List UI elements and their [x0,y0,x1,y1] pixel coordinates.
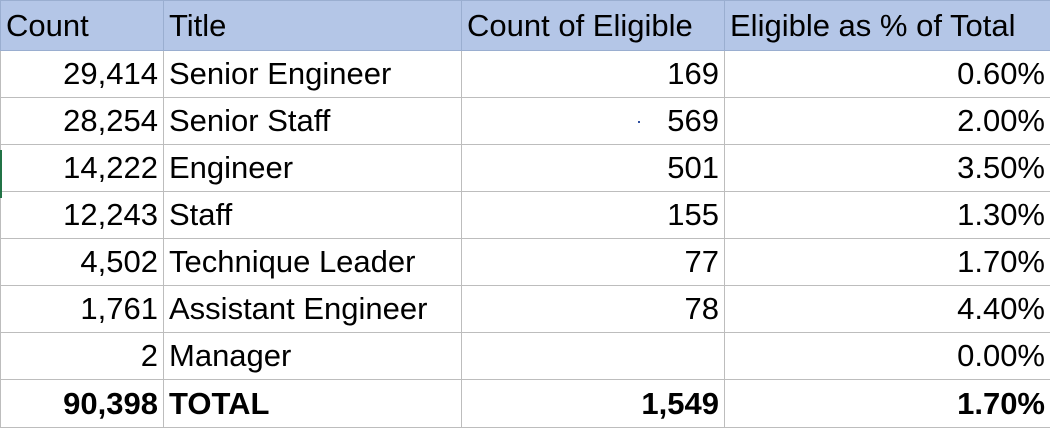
cell-pct[interactable]: 3.50% [724,144,1050,192]
cell-eligible[interactable] [461,332,725,380]
cell-eligible[interactable]: 78 [461,285,725,333]
total-eligible[interactable]: 1,549 [461,379,725,428]
cell-eligible[interactable]: 155 [461,191,725,239]
header-eligible-pct[interactable]: Eligible as % of Total [724,0,1050,51]
table-row: 29,414 Senior Engineer 169 0.60% [0,50,1050,98]
total-count[interactable]: 90,398 [0,379,164,428]
cell-count[interactable]: 29,414 [0,50,164,98]
cell-eligible[interactable]: 77 [461,238,725,286]
cell-pct[interactable]: 0.60% [724,50,1050,98]
header-count-of-eligible[interactable]: Count of Eligible [461,0,725,51]
table-row: 2 Manager 0.00% [0,332,1050,380]
cell-pct[interactable]: 2.00% [724,97,1050,145]
cell-pct[interactable]: 4.40% [724,285,1050,333]
total-title[interactable]: TOTAL [163,379,462,428]
table-row: 12,243 Staff 155 1.30% [0,191,1050,239]
cell-title[interactable]: Senior Engineer [163,50,462,98]
stray-dot-mark [638,121,640,123]
cell-count[interactable]: 4,502 [0,238,164,286]
cell-pct[interactable]: 1.70% [724,238,1050,286]
cell-pct[interactable]: 1.30% [724,191,1050,239]
data-table: Count Title Count of Eligible Eligible a… [0,0,1050,428]
table-row: 14,222 Engineer 501 3.50% [0,144,1050,192]
cell-title[interactable]: Staff [163,191,462,239]
cell-eligible[interactable]: 169 [461,50,725,98]
cell-title[interactable]: Engineer [163,144,462,192]
cell-count[interactable]: 14,222 [0,144,164,192]
cell-title[interactable]: Assistant Engineer [163,285,462,333]
cell-count[interactable]: 2 [0,332,164,380]
cell-eligible[interactable]: 569 [461,97,725,145]
header-row: Count Title Count of Eligible Eligible a… [0,0,1050,51]
total-pct[interactable]: 1.70% [724,379,1050,428]
cell-title[interactable]: Manager [163,332,462,380]
cell-title[interactable]: Technique Leader [163,238,462,286]
cell-count[interactable]: 28,254 [0,97,164,145]
total-row: 90,398 TOTAL 1,549 1.70% [0,379,1050,428]
selection-edge-marker [0,150,2,198]
cell-count[interactable]: 12,243 [0,191,164,239]
cell-title[interactable]: Senior Staff [163,97,462,145]
cell-count[interactable]: 1,761 [0,285,164,333]
table-row: 1,761 Assistant Engineer 78 4.40% [0,285,1050,333]
cell-pct[interactable]: 0.00% [724,332,1050,380]
cell-eligible[interactable]: 501 [461,144,725,192]
header-title[interactable]: Title [163,0,462,51]
table-row: 4,502 Technique Leader 77 1.70% [0,238,1050,286]
header-count[interactable]: Count [0,0,164,51]
table-row: 28,254 Senior Staff 569 2.00% [0,97,1050,145]
